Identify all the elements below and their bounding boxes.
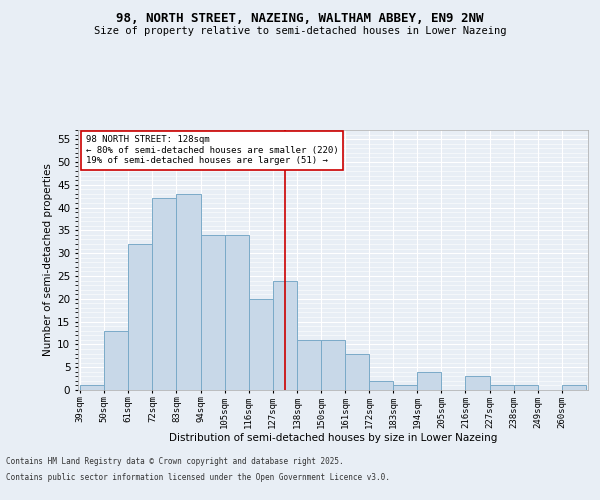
Text: Contains HM Land Registry data © Crown copyright and database right 2025.: Contains HM Land Registry data © Crown c…: [6, 458, 344, 466]
Bar: [152, 198, 176, 390]
Bar: [249, 299, 273, 390]
Bar: [562, 386, 586, 390]
Bar: [393, 386, 417, 390]
Bar: [80, 386, 104, 390]
Text: Contains public sector information licensed under the Open Government Licence v3: Contains public sector information licen…: [6, 472, 390, 482]
Bar: [176, 194, 200, 390]
Text: Size of property relative to semi-detached houses in Lower Nazeing: Size of property relative to semi-detach…: [94, 26, 506, 36]
Bar: [297, 340, 321, 390]
Text: 98 NORTH STREET: 128sqm
← 80% of semi-detached houses are smaller (220)
19% of s: 98 NORTH STREET: 128sqm ← 80% of semi-de…: [86, 135, 338, 165]
Y-axis label: Number of semi-detached properties: Number of semi-detached properties: [43, 164, 53, 356]
Bar: [224, 235, 249, 390]
Bar: [466, 376, 490, 390]
Bar: [417, 372, 442, 390]
Bar: [321, 340, 345, 390]
Bar: [345, 354, 369, 390]
Bar: [369, 381, 393, 390]
Bar: [200, 235, 224, 390]
Text: 98, NORTH STREET, NAZEING, WALTHAM ABBEY, EN9 2NW: 98, NORTH STREET, NAZEING, WALTHAM ABBEY…: [116, 12, 484, 26]
Bar: [128, 244, 152, 390]
Bar: [514, 386, 538, 390]
Bar: [490, 386, 514, 390]
Bar: [273, 280, 297, 390]
Bar: [104, 330, 128, 390]
X-axis label: Distribution of semi-detached houses by size in Lower Nazeing: Distribution of semi-detached houses by …: [169, 434, 497, 444]
